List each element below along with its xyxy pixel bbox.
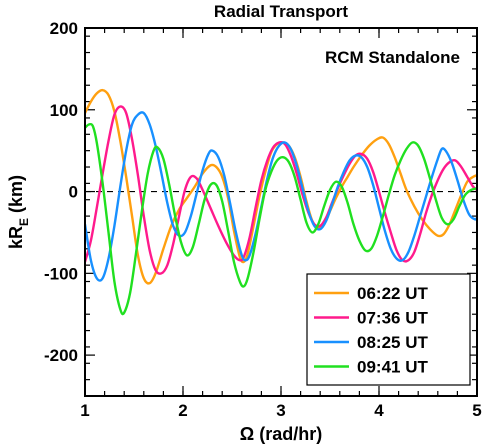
- y-tick-label: -100: [44, 264, 78, 283]
- legend-label-3: 08:25 UT: [357, 333, 428, 352]
- plot-frame: [84, 27, 478, 397]
- series-line-1: [85, 88, 477, 285]
- x-axis-label: Ω (rad/hr): [240, 424, 322, 444]
- y-tick-label: 100: [50, 101, 78, 120]
- series-line-2: [85, 105, 477, 275]
- legend: 06:22 UT 07:36 UT 08:25 UT 09:41 UT: [306, 273, 471, 386]
- legend-label-1: 06:22 UT: [357, 284, 428, 303]
- legend-label-4: 09:41 UT: [357, 358, 428, 377]
- legend-label-2: 07:36 UT: [357, 309, 428, 328]
- x-tick-label: 2: [178, 401, 187, 420]
- series-line-3: [85, 111, 477, 282]
- y-tick-label: -200: [44, 346, 78, 365]
- y-axis-label: kRE (km): [6, 175, 31, 249]
- series-lines: [85, 88, 477, 316]
- series-line-4: [85, 122, 477, 316]
- x-tick-label: 5: [472, 401, 481, 420]
- y-tick-label: 200: [50, 19, 78, 38]
- annotation: RCM Standalone: [325, 48, 460, 67]
- x-tick-label: 3: [276, 401, 285, 420]
- x-tick-labels: 1 2 3 4 5: [80, 401, 481, 420]
- y-tick-label: 0: [69, 183, 78, 202]
- x-tick-label: 4: [374, 401, 384, 420]
- x-tick-label: 1: [80, 401, 89, 420]
- y-tick-labels: 200 100 0 -100 -200: [44, 19, 78, 365]
- chart-title: Radial Transport: [214, 2, 348, 21]
